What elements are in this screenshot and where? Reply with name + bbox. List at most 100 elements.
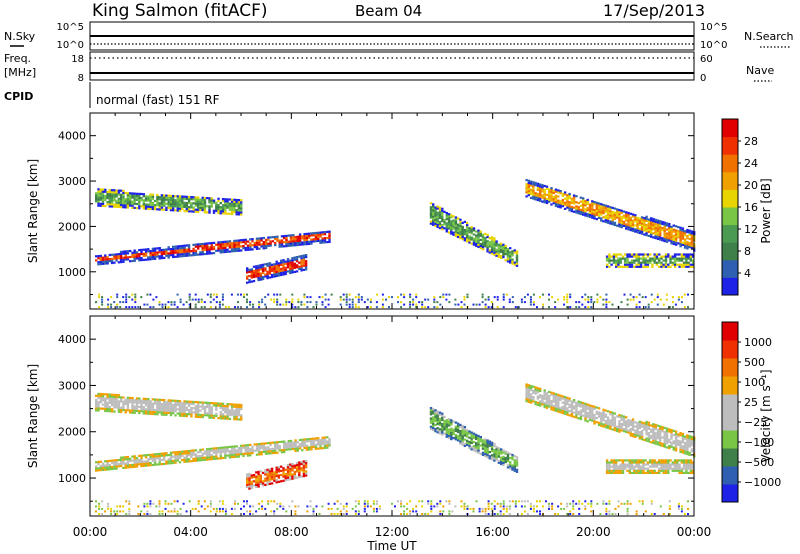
echo-cell <box>470 446 473 449</box>
echo-cell <box>676 463 679 466</box>
echo-cell <box>305 243 309 246</box>
echo-cell <box>163 198 166 201</box>
echo-cell <box>217 417 220 420</box>
echo-cell <box>197 401 200 404</box>
echo-cell <box>502 254 505 257</box>
echo-cell <box>639 459 643 462</box>
echo-cell <box>257 472 260 476</box>
echo-cell <box>113 205 116 208</box>
echo-cell <box>212 209 216 212</box>
echo-cell <box>548 200 551 203</box>
echo-cell <box>527 192 530 195</box>
echo-cell <box>563 201 567 204</box>
echo-cell <box>172 399 175 402</box>
echo-cell <box>201 253 204 256</box>
echo-cell <box>639 467 643 470</box>
echo-cell <box>550 402 553 405</box>
echo-cell <box>208 201 211 204</box>
echo-cell <box>454 427 458 430</box>
echo-cell <box>635 461 638 464</box>
echo-cell <box>228 450 232 453</box>
echo-cell <box>432 422 435 425</box>
echo-cell <box>456 437 460 440</box>
echo-cell <box>208 414 211 417</box>
echo-cell <box>133 200 136 203</box>
echo-cell <box>246 479 249 482</box>
echo-cell <box>466 232 469 235</box>
echo-cell <box>450 230 453 233</box>
echo-cell <box>673 253 677 256</box>
echo-cell <box>221 413 225 416</box>
echo-cell <box>270 263 274 266</box>
echo-cell <box>441 431 444 434</box>
echo-cell <box>613 221 617 224</box>
echo-cell <box>97 188 100 191</box>
echo-cell <box>459 425 462 428</box>
echo-cell <box>215 447 218 450</box>
echo-cell <box>209 306 212 309</box>
echo-cell <box>242 245 245 248</box>
echo-cell <box>292 443 295 446</box>
echo-cell <box>606 205 610 208</box>
echo-cell <box>106 262 109 265</box>
echo-cell <box>457 303 460 306</box>
echo-cell <box>215 207 218 210</box>
echo-cell <box>434 214 437 217</box>
echo-cell <box>552 198 555 201</box>
cpid-label: CPID <box>4 90 33 103</box>
echo-cell <box>97 394 100 397</box>
echo-cell <box>106 397 109 400</box>
echo-cell <box>488 455 491 458</box>
echo-cell <box>667 465 670 468</box>
echo-cell <box>434 409 437 412</box>
echo-cell <box>559 411 562 414</box>
echo-cell <box>429 210 433 213</box>
echo-cell <box>620 217 623 221</box>
echo-cell <box>101 258 105 261</box>
echo-cell <box>221 402 225 405</box>
echo-cell <box>682 461 686 464</box>
echo-cell <box>181 244 184 248</box>
echo-cell <box>672 442 675 445</box>
echo-cell <box>674 237 678 240</box>
echo-cell <box>240 239 243 242</box>
echo-cell <box>432 219 435 222</box>
echo-cell <box>210 248 213 251</box>
echo-cell <box>230 198 234 201</box>
echo-cell <box>235 241 238 244</box>
echo-cell <box>635 263 638 266</box>
echo-cell <box>570 199 574 202</box>
echo-cell <box>662 265 665 268</box>
echo-cell <box>176 457 179 460</box>
echo-cell <box>321 436 324 439</box>
echo-cell <box>240 444 243 447</box>
echo-cell <box>156 198 159 201</box>
echo-cell <box>228 212 232 215</box>
echo-cell <box>259 476 262 479</box>
echo-cell <box>559 407 562 410</box>
echo-cell <box>656 237 660 240</box>
echo-cell <box>208 452 211 455</box>
echo-cell <box>156 400 159 403</box>
echo-cell <box>190 206 193 209</box>
echo-cell <box>302 460 306 463</box>
echo-cell <box>668 447 671 450</box>
echo-cell <box>672 234 675 237</box>
echo-cell <box>104 205 107 208</box>
echo-cell <box>472 303 475 306</box>
echo-cell <box>475 448 478 451</box>
echo-cell <box>264 244 268 248</box>
echo-cell <box>488 237 491 240</box>
echo-cell <box>674 225 678 228</box>
echo-cell <box>649 259 652 262</box>
echo-cell <box>678 471 681 474</box>
echo-cell <box>192 247 195 250</box>
echo-cell <box>436 213 439 216</box>
echo-cell <box>685 461 688 464</box>
echo-cell <box>169 399 173 402</box>
echo-cell <box>289 446 293 449</box>
echo-cell <box>438 208 442 211</box>
echo-cell <box>210 447 213 450</box>
echo-cell <box>685 259 688 262</box>
echo-cell <box>178 450 182 453</box>
